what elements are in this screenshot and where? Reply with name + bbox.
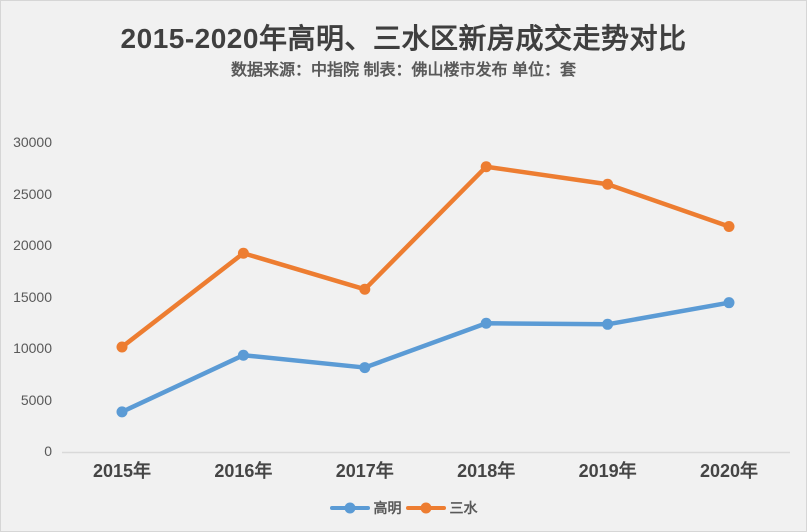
legend: 高明 三水 — [1, 498, 806, 518]
legend-label: 三水 — [449, 500, 478, 516]
data-point — [237, 247, 249, 259]
y-tick-label: 20000 — [13, 237, 52, 253]
legend-marker-icon — [329, 502, 370, 514]
x-tick-label: 2019年 — [578, 461, 637, 481]
data-point — [116, 341, 128, 353]
x-tick-label: 2020年 — [699, 461, 759, 481]
y-tick-label: 15000 — [13, 288, 52, 305]
data-point — [237, 349, 249, 361]
data-point — [602, 318, 614, 330]
chart-subtitle: 数据来源：中指院 制表：佛山楼市发布 单位：套 — [231, 62, 576, 79]
x-tick-label: 2016年 — [214, 461, 273, 481]
data-point — [116, 406, 128, 418]
legend-marker-icon — [405, 502, 446, 514]
legend-item-1: 三水 — [405, 498, 478, 518]
series-line-0 — [119, 300, 732, 415]
x-tick-label: 2018年 — [457, 461, 516, 481]
data-point — [480, 317, 492, 329]
y-tick-label: 25000 — [13, 185, 52, 202]
y-tick-label: 5000 — [20, 391, 52, 408]
y-tick-label: 0 — [44, 443, 52, 459]
x-tick-label: 2015年 — [92, 461, 152, 481]
chart-header: 2015-2020年高明、三水区新房成交走势对比 数据来源：中指院 制表：佛山楼… — [1, 1, 806, 81]
y-tick-label: 10000 — [13, 340, 52, 356]
legend-dot-icon — [344, 502, 355, 514]
y-tick-label: 30000 — [13, 134, 52, 150]
data-point — [723, 297, 735, 309]
chart-title: 2015-2020年高明、三水区新房成交走势对比 — [120, 23, 687, 54]
legend-item-0: 高明 — [329, 498, 402, 518]
data-point — [359, 283, 371, 295]
data-point — [602, 178, 614, 190]
legend-dot-icon — [420, 502, 431, 514]
series-line-1 — [119, 164, 732, 350]
legend-label: 高明 — [373, 500, 402, 516]
x-tick-label: 2017年 — [335, 461, 394, 481]
data-point — [480, 161, 492, 173]
data-point — [359, 362, 371, 374]
data-point — [723, 220, 735, 232]
